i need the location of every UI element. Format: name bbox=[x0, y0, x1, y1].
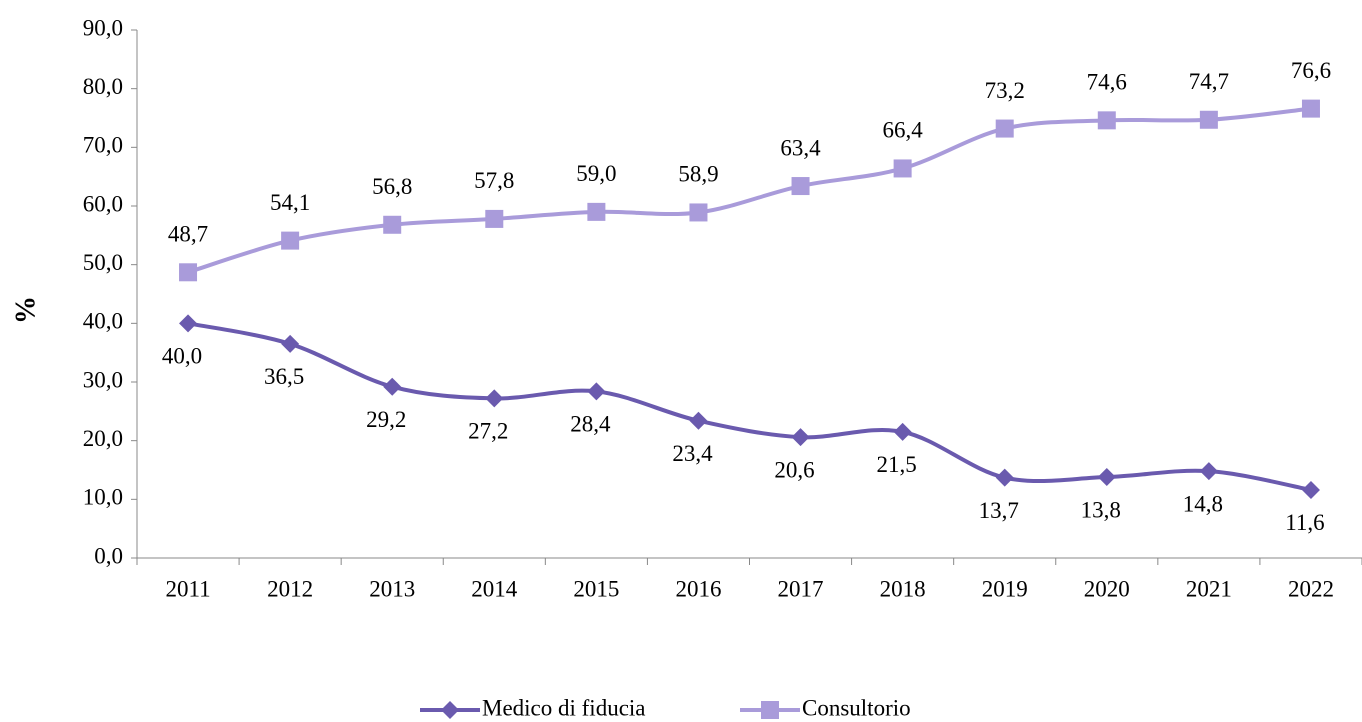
data-point bbox=[689, 411, 708, 430]
y-tick-label: 0,0 bbox=[94, 543, 123, 568]
y-tick-label: 40,0 bbox=[83, 309, 123, 334]
y-tick-label: 30,0 bbox=[83, 367, 123, 392]
data-label: 58,9 bbox=[678, 162, 718, 187]
x-tick-label: 2017 bbox=[778, 576, 824, 601]
data-point bbox=[485, 389, 504, 408]
x-tick-label: 2013 bbox=[369, 576, 415, 601]
data-label: 13,7 bbox=[979, 498, 1019, 523]
data-label: 48,7 bbox=[168, 222, 208, 247]
data-label: 36,5 bbox=[264, 364, 304, 389]
data-point bbox=[1199, 110, 1218, 129]
data-label: 74,6 bbox=[1087, 70, 1127, 95]
data-label: 57,8 bbox=[474, 168, 514, 193]
data-label: 28,4 bbox=[570, 412, 611, 437]
y-tick-label: 20,0 bbox=[83, 426, 123, 451]
x-tick-label: 2014 bbox=[471, 576, 518, 601]
data-point bbox=[281, 334, 300, 353]
x-tick-label: 2012 bbox=[267, 576, 313, 601]
legend-label: Consultorio bbox=[802, 695, 911, 720]
data-label: 56,8 bbox=[372, 174, 412, 199]
y-tick-label: 80,0 bbox=[83, 74, 123, 99]
data-label: 29,2 bbox=[366, 407, 406, 432]
data-point bbox=[1097, 111, 1116, 130]
y-tick-label: 50,0 bbox=[83, 250, 123, 275]
data-point bbox=[995, 468, 1014, 487]
data-point bbox=[383, 377, 402, 396]
x-tick-label: 2015 bbox=[573, 576, 619, 601]
legend-marker bbox=[761, 701, 779, 719]
data-label: 13,8 bbox=[1081, 497, 1121, 522]
data-label: 27,2 bbox=[468, 419, 508, 444]
data-label: 21,5 bbox=[877, 452, 917, 477]
data-label: 63,4 bbox=[780, 135, 821, 160]
data-point bbox=[893, 422, 912, 441]
data-label: 54,1 bbox=[270, 190, 310, 215]
x-tick-label: 2020 bbox=[1084, 576, 1130, 601]
x-tick-label: 2018 bbox=[880, 576, 926, 601]
data-point bbox=[893, 159, 912, 178]
series-line bbox=[187, 321, 1312, 492]
data-label: 66,4 bbox=[883, 118, 924, 143]
data-point bbox=[1301, 480, 1320, 499]
y-axis-title: % bbox=[10, 296, 41, 324]
data-label: 40,0 bbox=[162, 344, 202, 369]
data-label: 14,8 bbox=[1183, 491, 1223, 516]
x-tick-label: 2019 bbox=[982, 576, 1028, 601]
data-point bbox=[587, 202, 606, 221]
x-tick-label: 2016 bbox=[675, 576, 721, 601]
data-point bbox=[281, 231, 300, 250]
legend-marker bbox=[441, 701, 459, 719]
data-point bbox=[1097, 468, 1116, 487]
data-label: 59,0 bbox=[576, 161, 616, 186]
data-label: 23,4 bbox=[672, 441, 713, 466]
data-label: 11,6 bbox=[1285, 510, 1324, 535]
data-point bbox=[1301, 99, 1320, 118]
data-point bbox=[485, 209, 504, 228]
x-tick-label: 2021 bbox=[1186, 576, 1232, 601]
data-point bbox=[791, 428, 810, 447]
data-label: 74,7 bbox=[1189, 69, 1229, 94]
legend-label: Medico di fiducia bbox=[482, 695, 646, 720]
x-tick-label: 2022 bbox=[1288, 576, 1334, 601]
data-point bbox=[179, 314, 198, 333]
y-tick-label: 90,0 bbox=[83, 15, 123, 40]
data-point bbox=[587, 382, 606, 401]
data-point bbox=[791, 177, 810, 196]
data-point bbox=[179, 263, 198, 282]
y-tick-label: 10,0 bbox=[83, 485, 123, 510]
data-point bbox=[995, 119, 1014, 138]
data-point bbox=[1199, 462, 1218, 481]
y-tick-label: 60,0 bbox=[83, 191, 123, 216]
data-point bbox=[689, 203, 708, 222]
data-label: 73,2 bbox=[985, 78, 1025, 103]
series-line bbox=[187, 106, 1312, 275]
y-tick-label: 70,0 bbox=[83, 133, 123, 158]
data-point bbox=[383, 215, 402, 234]
x-tick-label: 2011 bbox=[165, 576, 210, 601]
data-label: 20,6 bbox=[774, 457, 814, 482]
data-label: 76,6 bbox=[1291, 58, 1331, 83]
